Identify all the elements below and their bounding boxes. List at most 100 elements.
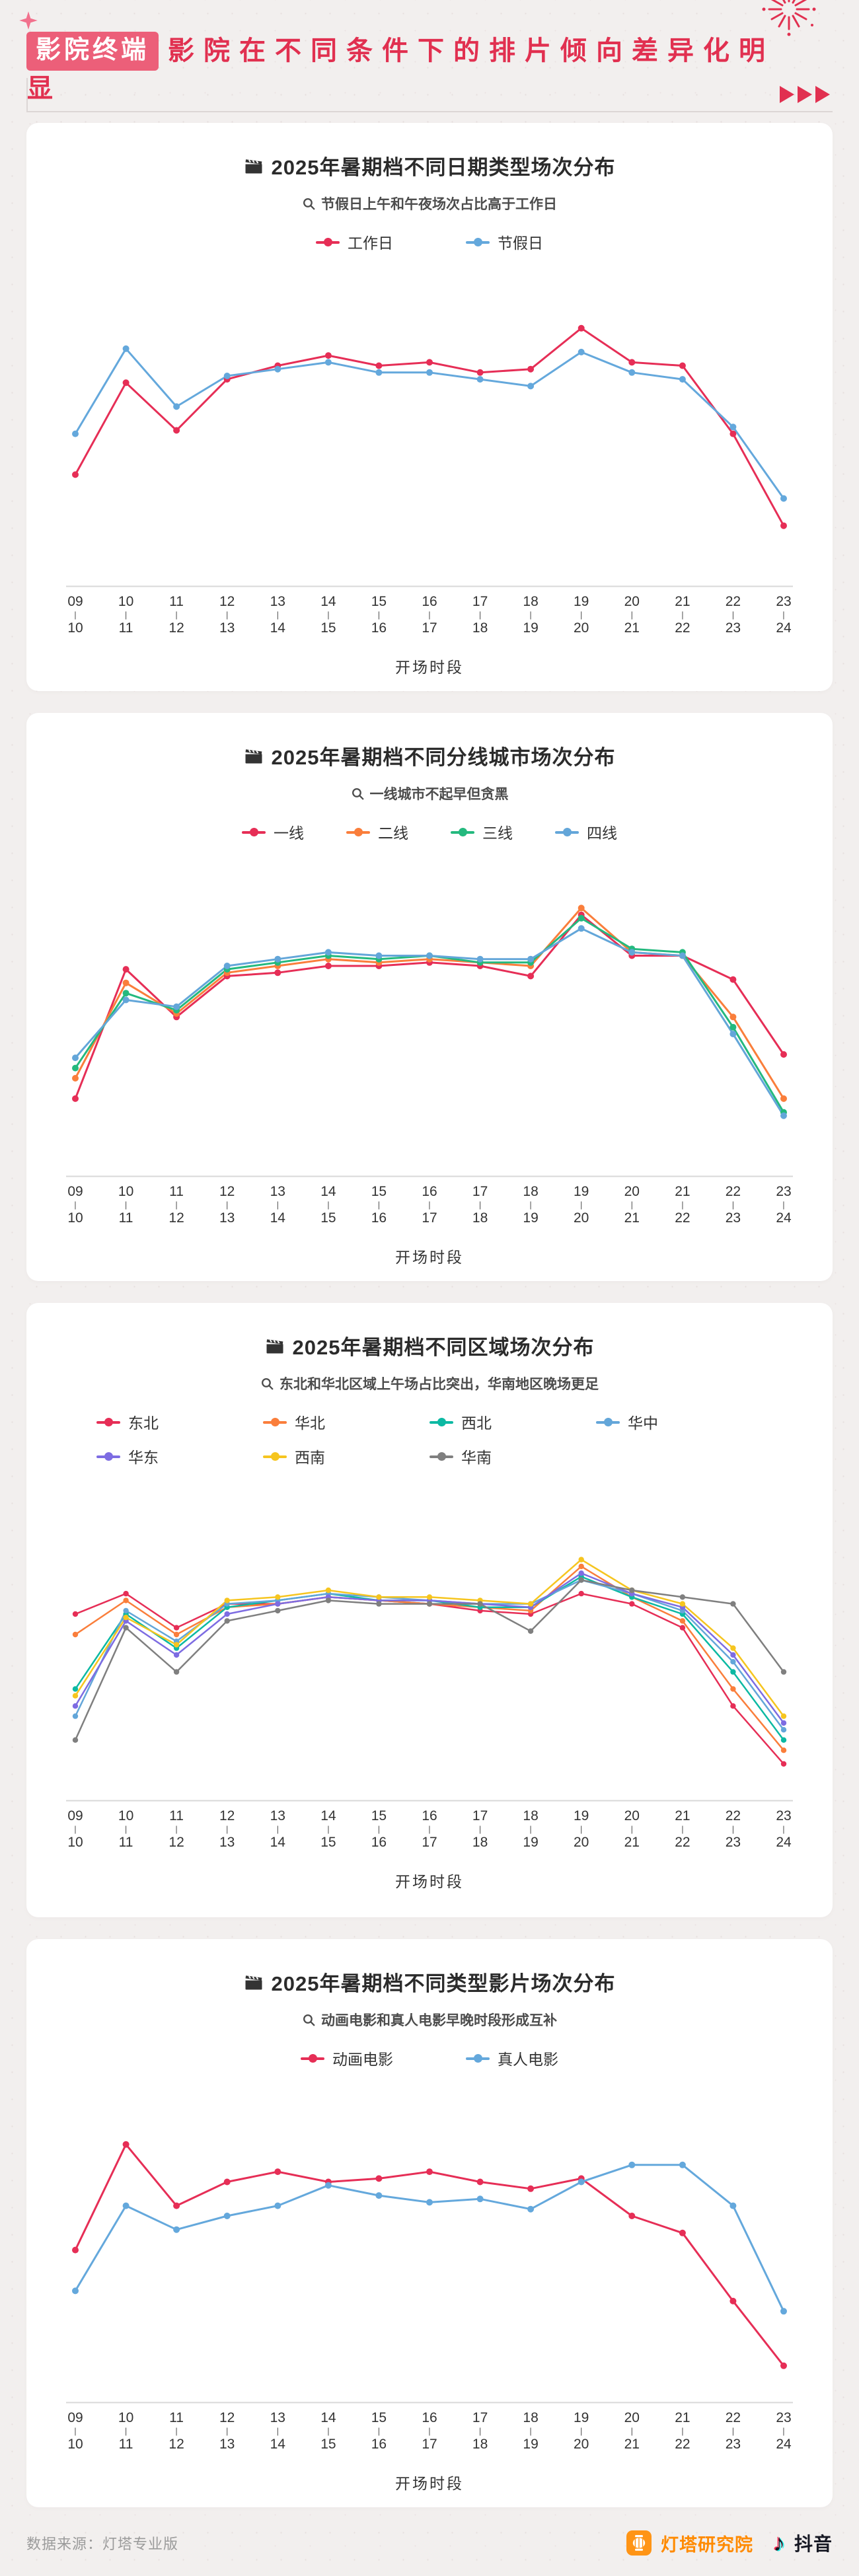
x-tick-label: 16 | 17 [422,2410,437,2452]
x-tick-label: 19 | 20 [574,594,589,636]
x-tick-label: 09 | 10 [67,1184,83,1226]
legend-label: 华中 [628,1415,658,1432]
x-tick-label: 12 | 13 [219,594,235,636]
legend-item: 三线 [451,821,513,843]
x-tick-label: 21 | 22 [675,2410,691,2452]
x-tick-label: 15 | 16 [371,1184,387,1226]
x-tick-label: 20 | 21 [624,594,640,636]
chart-card-film-type: 2025年暑期档不同类型影片场次分布 动画电影和真人电影早晚时段形成互补 动画电… [26,1939,833,2507]
chart-card-city-tier: 2025年暑期档不同分线城市场次分布 一线城市不起早但贪黑 一线 二线 三线 四线 0… [26,713,833,1281]
x-tick-label: 16 | 17 [422,1184,437,1226]
x-tick-label: 23 | 24 [776,1184,792,1226]
line-chart [66,1557,793,1802]
x-tick-label: 19 | 20 [574,2410,589,2452]
x-tick-label: 21 | 22 [675,594,691,636]
x-tick-label: 12 | 13 [219,1184,235,1226]
clapper-icon [245,749,262,763]
legend-item: 东北 [96,1411,159,1433]
chart-subtitle-text: 动画电影和真人电影早晚时段形成互补 [321,2013,557,2028]
x-tick-label: 18 | 19 [523,1808,539,1850]
x-axis-title: 开场时段 [395,1873,464,1890]
x-tick-label: 15 | 16 [371,594,387,636]
x-tick-label: 22 | 23 [725,1808,741,1850]
x-tick-label: 20 | 21 [624,1184,640,1226]
x-tick-label: 17 | 18 [472,1184,488,1226]
x-tick-label: 23 | 24 [776,2410,792,2452]
legend-label: 工作日 [348,235,393,252]
x-tick-label: 23 | 24 [776,594,792,636]
x-tick-label: 18 | 19 [523,594,539,636]
x-tick-label: 19 | 20 [574,1808,589,1850]
chart-legend: 动画电影 真人电影 [26,2047,833,2069]
legend-item: 西南 [263,1445,325,1467]
chart-subtitle-text: 节假日上午和午夜场次占比高于工作日 [321,197,557,212]
firework-icon [762,0,816,36]
x-tick-label: 11 | 12 [168,1184,184,1226]
legend-label: 一线 [274,825,304,842]
chart-subtitle: 节假日上午和午夜场次占比高于工作日 [26,194,833,213]
header-divider [26,111,833,112]
footer: 数据来源：灯塔专业版 灯塔研究院 ♪ 抖音 [26,2524,833,2562]
legend-marker [263,1452,287,1461]
x-tick-label: 09 | 10 [67,2410,83,2452]
section-badge: 影院终端 [26,32,159,71]
sparkle-icon [19,11,38,30]
clapper-icon [266,1339,283,1353]
header-left-tick [26,78,28,111]
dengta-lantern-icon [626,2530,652,2556]
data-source: 数据来源：灯塔专业版 [26,2536,179,2552]
legend-label: 西北 [461,1415,492,1432]
x-tick-label: 14 | 15 [320,594,336,636]
legend-marker [555,827,579,836]
x-tick-label: 17 | 18 [472,594,488,636]
chart-legend: 工作日 节假日 [26,231,833,253]
triple-arrow-icon [780,86,830,103]
chart-title-text: 2025年暑期档不同区域场次分布 [292,1336,595,1359]
legend-item: 华南 [430,1445,492,1467]
legend-item: 真人电影 [466,2047,558,2069]
dengta-brand-label: 灯塔研究院 [660,2534,753,2555]
legend-label: 东北 [128,1415,159,1432]
x-axis-title: 开场时段 [395,2475,464,2492]
headline: 影院终端 影院在不同条件下的排片倾向差异化明显 [26,32,806,106]
douyin-brand-label: 抖音 [794,2534,833,2554]
x-tick-label: 21 | 22 [675,1808,691,1850]
chart-subtitle: 动画电影和真人电影早晚时段形成互补 [26,2010,833,2030]
legend-marker [430,1452,453,1461]
legend-item: 西北 [430,1411,492,1433]
chart-title-text: 2025年暑期档不同日期类型场次分布 [271,156,616,179]
chart-title-text: 2025年暑期档不同类型影片场次分布 [271,1972,616,1995]
legend-item: 工作日 [316,231,393,253]
x-tick-label: 15 | 16 [371,1808,387,1850]
legend-label: 华东 [128,1449,159,1466]
x-tick-label: 18 | 19 [523,1184,539,1226]
x-tick-label: 20 | 21 [624,2410,640,2452]
x-axis-ticks: 09 | 10 10 | 11 11 | 12 12 | 13 13 | 14 14 | 15 15 | 16 16 | 17… [66,2409,793,2467]
legend-marker [242,827,266,836]
chart-legend: 一线 二线 三线 四线 [26,821,833,843]
legend-label: 三线 [482,825,513,842]
legend-marker [263,1417,287,1426]
x-axis-title: 开场时段 [395,1249,464,1266]
x-tick-label: 14 | 15 [320,1184,336,1226]
legend-item: 一线 [242,821,304,843]
x-tick-label: 09 | 10 [67,1808,83,1850]
legend-item: 华中 [596,1411,658,1433]
x-axis-title: 开场时段 [395,659,464,676]
x-tick-label: 14 | 15 [320,1808,336,1850]
legend-item: 节假日 [466,231,543,253]
x-tick-label: 21 | 22 [675,1184,691,1226]
line-chart [66,2141,793,2404]
legend-item: 动画电影 [301,2047,393,2069]
x-tick-label: 15 | 16 [371,2410,387,2452]
legend-label: 节假日 [498,235,543,252]
legend-item: 华东 [96,1445,159,1467]
chart-card-date-type: 2025年暑期档不同日期类型场次分布 节假日上午和午夜场次占比高于工作日 工作日… [26,123,833,691]
chart-subtitle-text: 一线城市不起早但贪黑 [369,787,509,802]
chart-subtitle-text: 东北和华北区域上午场占比突出，华南地区晚场更足 [280,1377,599,1392]
clapper-icon [245,159,262,173]
legend-marker [596,1417,620,1426]
legend-label: 二线 [378,825,408,842]
x-tick-label: 22 | 23 [725,1184,741,1226]
x-tick-label: 19 | 20 [574,1184,589,1226]
